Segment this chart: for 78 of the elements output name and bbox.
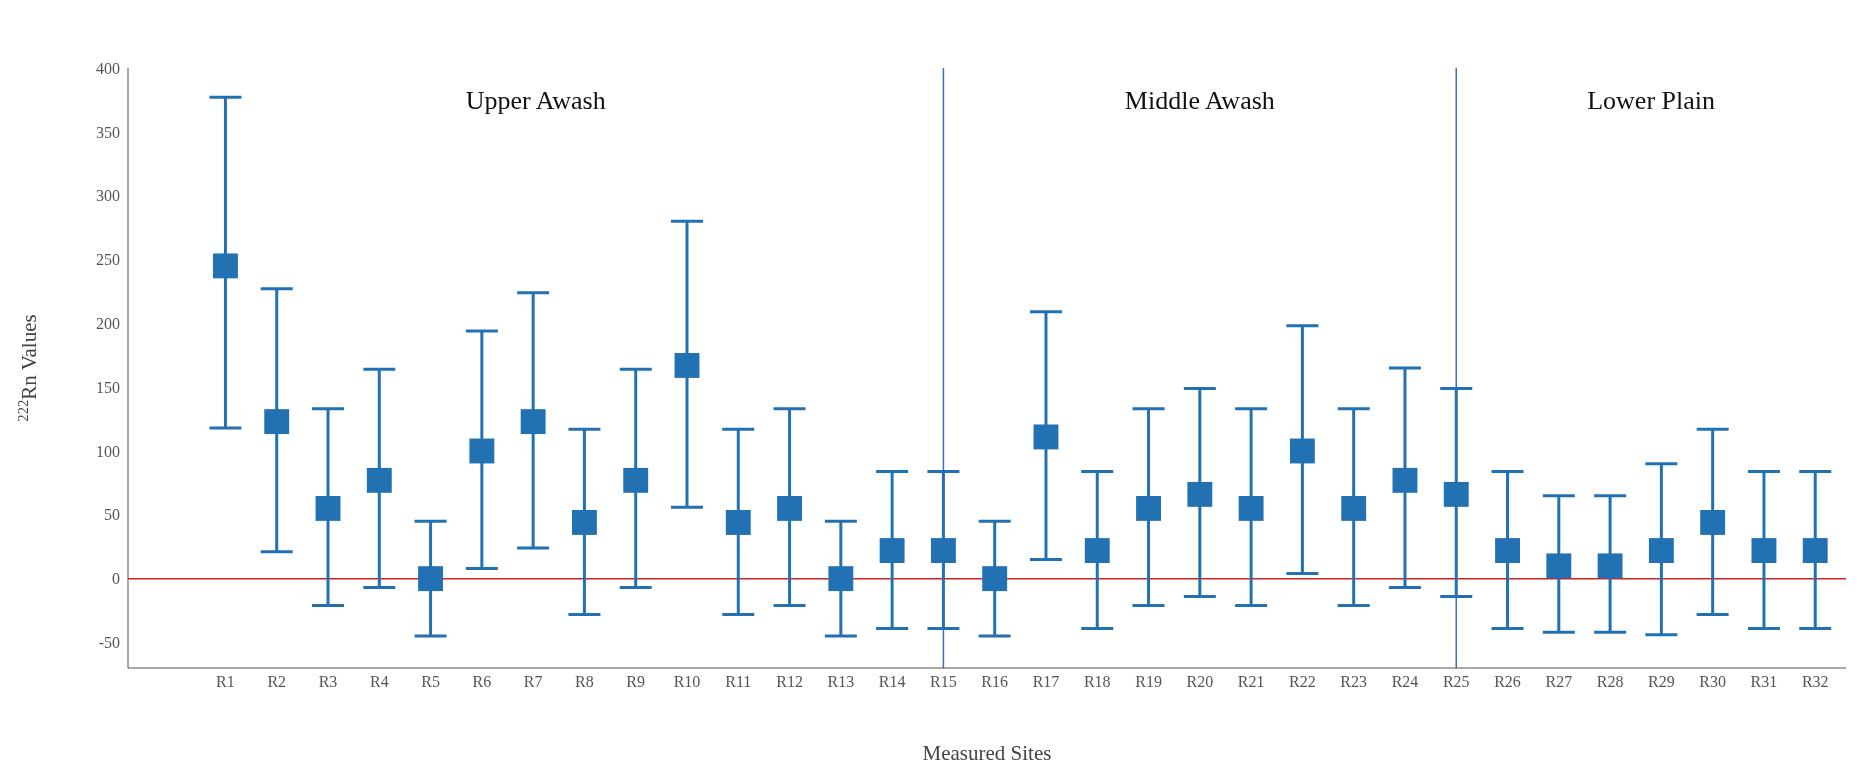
point [264, 409, 290, 435]
x-tick-label: R16 [981, 673, 1009, 691]
y-tick-label: 0 [112, 570, 120, 588]
point [777, 495, 803, 521]
point [1033, 424, 1059, 450]
x-axis-title: Measured Sites [922, 741, 1052, 765]
x-tick-label: R22 [1289, 673, 1316, 691]
x-tick-label: R14 [878, 673, 906, 691]
x-tick-label: R2 [267, 673, 287, 691]
x-tick-label: R24 [1391, 673, 1419, 691]
point [674, 353, 700, 378]
point [1495, 538, 1520, 563]
point [1392, 467, 1418, 493]
y-tick-label: 400 [96, 59, 120, 77]
x-tick-label: R30 [1699, 673, 1726, 691]
x-tick-label: R9 [626, 673, 646, 691]
x-tick-label: R32 [1801, 673, 1829, 691]
x-tick-label: R21 [1237, 673, 1265, 691]
x-tick-label: R7 [523, 673, 543, 691]
y-tick-label: 300 [96, 187, 120, 205]
point [469, 438, 495, 464]
x-tick-label: R27 [1545, 673, 1573, 691]
point [1084, 538, 1110, 563]
x-tick-label: R15 [930, 673, 957, 691]
point [1546, 553, 1572, 579]
x-tick-label: R3 [318, 673, 338, 691]
point [1648, 538, 1674, 563]
point [1289, 438, 1315, 464]
x-tick-label: R13 [827, 673, 855, 691]
point [828, 566, 854, 592]
x-tick-label: R8 [575, 673, 594, 691]
point [1443, 481, 1469, 507]
point [623, 467, 649, 493]
point [1238, 495, 1264, 521]
x-tick-label: R5 [421, 673, 440, 691]
point [418, 566, 444, 592]
x-tick-label: R4 [369, 673, 389, 691]
point [1136, 495, 1161, 521]
x-tick-label: R1 [216, 673, 235, 691]
x-tick-label: R25 [1442, 673, 1470, 691]
point [1341, 495, 1367, 521]
point [1802, 538, 1828, 563]
x-tick-label: R31 [1750, 673, 1778, 691]
annotation: Upper Awash [464, 86, 607, 116]
x-tick-label: R19 [1135, 673, 1162, 691]
point [1187, 481, 1213, 507]
y-tick-label: -50 [98, 634, 120, 652]
point [366, 467, 392, 493]
x-tick-label: R23 [1340, 673, 1368, 691]
point [315, 495, 341, 521]
point [1751, 538, 1777, 563]
point [930, 538, 956, 563]
x-tick-label: R29 [1648, 673, 1675, 691]
point [879, 538, 905, 563]
x-tick-label: R18 [1083, 673, 1111, 691]
point [725, 510, 751, 535]
y-tick-label: 250 [96, 251, 120, 269]
point [520, 409, 546, 435]
y-tick-label: 150 [96, 378, 120, 396]
x-tick-label: R12 [776, 673, 803, 691]
x-tick-label: R20 [1186, 673, 1214, 691]
point [1597, 553, 1623, 579]
point [212, 253, 238, 279]
x-tick-label: R26 [1494, 673, 1521, 691]
x-tick-label: R6 [472, 673, 492, 691]
x-tick-label: R10 [673, 673, 701, 691]
point [982, 566, 1008, 592]
x-tick-label: R28 [1596, 673, 1624, 691]
x-tick-label: R17 [1032, 673, 1060, 691]
y-tick-label: 200 [96, 315, 120, 332]
point [571, 510, 597, 535]
y-tick-label: 350 [96, 123, 120, 141]
annotation: Lower Plain [1586, 86, 1716, 116]
y-tick-label: 50 [104, 506, 120, 524]
annotation: Middle Awash [1123, 86, 1276, 116]
y-tick-label: 100 [96, 442, 120, 460]
x-tick-label: R11 [725, 673, 752, 691]
point [1700, 510, 1726, 535]
